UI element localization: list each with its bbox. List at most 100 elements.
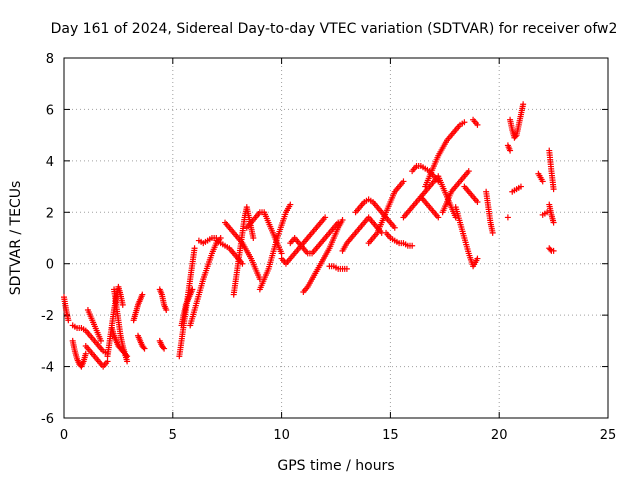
data-series <box>461 183 481 205</box>
data-series <box>156 337 168 352</box>
x-tick-label: 20 <box>491 428 508 443</box>
data-point <box>191 245 198 252</box>
data-series <box>84 307 104 344</box>
data-point <box>278 250 285 257</box>
data-point <box>435 214 442 221</box>
y-tick-label: -6 <box>41 412 54 427</box>
data-point <box>409 242 416 249</box>
y-tick-label: 8 <box>46 52 54 67</box>
data-point <box>489 229 496 236</box>
data-point <box>539 178 546 185</box>
data-series <box>383 229 416 249</box>
data-series <box>546 245 557 254</box>
data-point <box>287 201 294 208</box>
data-series <box>134 332 148 352</box>
data-point <box>124 353 131 360</box>
x-tick-label: 5 <box>169 428 177 443</box>
data-series <box>504 142 514 154</box>
data-series <box>470 116 481 128</box>
data-series <box>69 322 111 357</box>
data-series <box>300 217 346 295</box>
data-series <box>439 168 472 216</box>
x-tick-label: 10 <box>273 428 290 443</box>
data-point <box>160 344 167 351</box>
plot-frame <box>63 57 609 419</box>
data-series <box>365 178 407 247</box>
grid <box>64 58 608 418</box>
data-point <box>474 121 481 128</box>
data-point <box>391 224 398 231</box>
data-point <box>123 352 130 358</box>
data-series <box>352 196 398 231</box>
data-point <box>550 186 557 193</box>
y-tick-label: -2 <box>41 309 54 324</box>
x-tick-label: 0 <box>60 428 68 443</box>
x-axis-label: GPS time / hours <box>277 458 394 474</box>
data-point <box>189 286 196 293</box>
data-point <box>82 350 89 357</box>
data-series <box>156 286 170 313</box>
data-point <box>163 307 170 313</box>
data-series <box>222 219 263 283</box>
data-points <box>61 101 557 370</box>
data-series <box>82 343 111 370</box>
data-series <box>509 183 524 195</box>
data-series <box>546 147 557 193</box>
y-axis-label: SDTVAR / TECUs <box>8 181 24 296</box>
y-tick-label: 2 <box>46 206 54 221</box>
y-tick-label: -4 <box>41 361 54 376</box>
data-point <box>547 246 554 253</box>
data-series <box>507 101 527 141</box>
data-series <box>69 337 89 370</box>
data-point <box>517 183 524 190</box>
data-series <box>287 219 342 257</box>
data-series <box>452 204 481 270</box>
data-series <box>504 214 511 221</box>
data-point <box>461 119 468 126</box>
data-point <box>141 345 148 352</box>
chart-title: Day 161 of 2024, Sidereal Day-to-day VTE… <box>51 21 618 37</box>
data-point <box>474 255 481 262</box>
data-series <box>339 214 385 254</box>
data-series <box>130 291 146 324</box>
data-point <box>139 291 146 298</box>
data-series <box>417 173 459 221</box>
data-point <box>124 358 131 365</box>
data-point <box>97 337 104 344</box>
data-point <box>550 247 557 254</box>
data-series <box>256 201 294 293</box>
data-point <box>104 358 111 365</box>
data-point <box>400 178 407 185</box>
data-series <box>483 188 496 236</box>
data-series <box>195 235 220 247</box>
data-series <box>546 201 557 226</box>
data-point <box>465 168 472 175</box>
data-series <box>178 286 196 329</box>
data-series <box>61 294 72 324</box>
data-point <box>504 214 511 221</box>
x-tick-label: 25 <box>600 428 617 443</box>
data-point <box>161 345 168 352</box>
ticks: 0 5 10 15 20 25 -6 -4 -2 0 2 4 6 8 <box>41 52 616 443</box>
data-point <box>512 133 519 140</box>
data-series <box>326 263 350 272</box>
data-point <box>140 344 147 351</box>
data-point <box>250 235 257 241</box>
data-point <box>520 101 527 108</box>
data-series <box>422 119 468 190</box>
data-point <box>119 301 126 308</box>
data-point <box>507 147 514 154</box>
data-point <box>339 217 346 223</box>
data-series <box>535 170 546 185</box>
data-point <box>474 199 481 205</box>
data-series <box>108 325 131 360</box>
x-tick-label: 15 <box>382 428 399 443</box>
data-series <box>539 209 551 218</box>
y-tick-label: 0 <box>46 258 54 273</box>
data-point <box>65 317 72 324</box>
y-tick-label: 4 <box>46 155 54 170</box>
data-point <box>550 219 557 226</box>
data-point <box>343 265 350 272</box>
y-tick-label: 6 <box>46 103 54 118</box>
